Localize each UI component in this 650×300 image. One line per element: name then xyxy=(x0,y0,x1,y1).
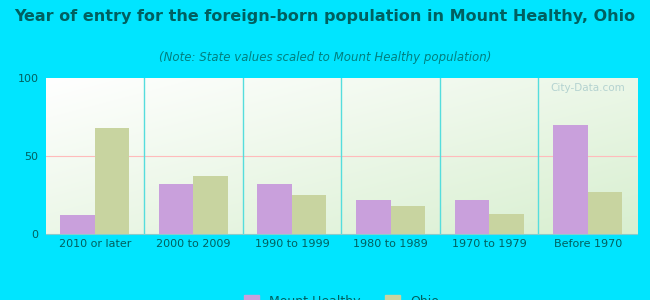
Text: (Note: State values scaled to Mount Healthy population): (Note: State values scaled to Mount Heal… xyxy=(159,51,491,64)
Bar xyxy=(356,200,391,234)
Bar xyxy=(292,195,326,234)
Bar xyxy=(159,184,194,234)
Text: Year of entry for the foreign-born population in Mount Healthy, Ohio: Year of entry for the foreign-born popul… xyxy=(14,9,636,24)
Bar xyxy=(95,128,129,234)
Bar xyxy=(454,200,489,234)
Bar xyxy=(60,215,95,234)
Bar xyxy=(194,176,228,234)
Text: City-Data.com: City-Data.com xyxy=(551,83,625,93)
Bar xyxy=(391,206,425,234)
Legend: Mount Healthy, Ohio: Mount Healthy, Ohio xyxy=(239,290,444,300)
Bar xyxy=(553,125,588,234)
Bar xyxy=(588,192,622,234)
Bar xyxy=(257,184,292,234)
Bar xyxy=(489,214,524,234)
